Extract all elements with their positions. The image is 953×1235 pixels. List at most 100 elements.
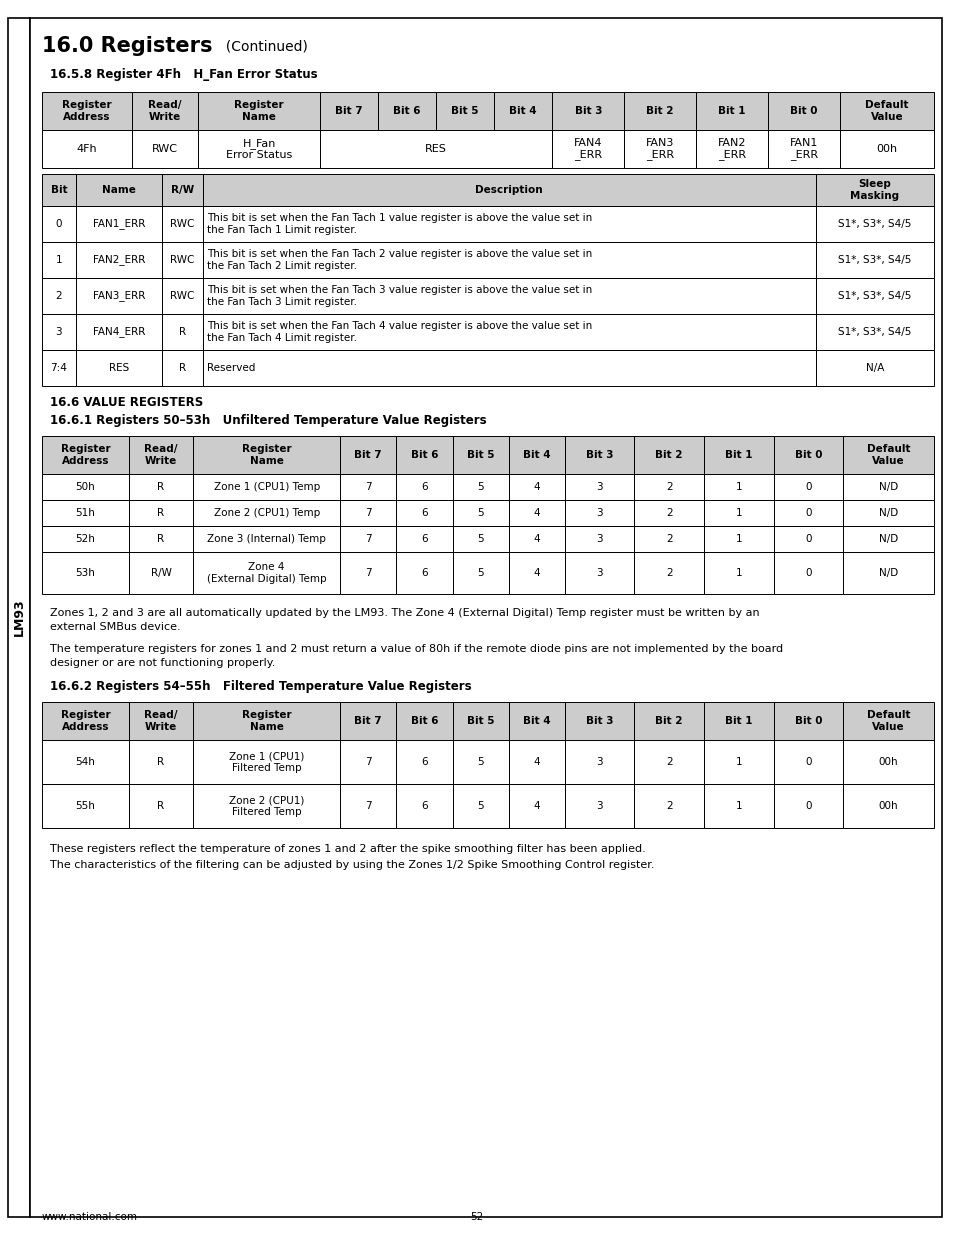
Text: Bit 6: Bit 6 [393, 106, 420, 116]
Bar [129, 701, 193, 740]
Bar [452, 474, 508, 500]
Text: Bit 0: Bit 0 [794, 450, 821, 459]
Bar [193, 552, 340, 594]
Text: Name: Name [102, 185, 136, 195]
Bar [815, 314, 933, 350]
Bar [703, 701, 773, 740]
Bar [377, 91, 436, 130]
Text: RWC: RWC [171, 254, 194, 266]
Text: RES: RES [425, 144, 447, 154]
Bar [634, 526, 703, 552]
Text: 6: 6 [420, 757, 427, 767]
Text: Zones 1, 2 and 3 are all automatically updated by the LM93. The Zone 4 (External: Zones 1, 2 and 3 are all automatically u… [50, 608, 759, 618]
Text: 6: 6 [420, 482, 427, 492]
Bar [839, 91, 933, 130]
Text: Bit 6: Bit 6 [411, 716, 437, 726]
Bar [202, 174, 815, 206]
Text: Zone 3 (Internal) Temp: Zone 3 (Internal) Temp [207, 534, 326, 543]
Text: 4Fh: 4Fh [76, 144, 97, 154]
Bar [42, 174, 75, 206]
Text: Register
Address: Register Address [62, 100, 112, 122]
Bar [773, 500, 842, 526]
Bar [193, 701, 340, 740]
Text: 7: 7 [365, 757, 372, 767]
Bar [42, 436, 129, 474]
Bar [129, 740, 193, 784]
Text: FAN2
_ERR: FAN2 _ERR [717, 138, 745, 161]
Text: Bit 3: Bit 3 [585, 450, 613, 459]
Text: www.national.com: www.national.com [42, 1212, 138, 1221]
Bar [494, 130, 552, 168]
Bar [162, 314, 202, 350]
Text: Register
Name: Register Name [242, 710, 292, 732]
Text: R: R [179, 363, 186, 373]
Bar [773, 436, 842, 474]
Text: 0: 0 [804, 534, 811, 543]
Text: 3: 3 [55, 327, 62, 337]
Bar [129, 500, 193, 526]
Bar [634, 500, 703, 526]
Text: FAN1
_ERR: FAN1 _ERR [789, 138, 818, 161]
Text: N/A: N/A [864, 363, 883, 373]
Text: 1: 1 [735, 568, 741, 578]
Bar [564, 436, 634, 474]
Text: Zone 1 (CPU1) Temp: Zone 1 (CPU1) Temp [213, 482, 319, 492]
Bar [42, 740, 129, 784]
Text: 3: 3 [596, 757, 602, 767]
Text: 2: 2 [55, 291, 62, 301]
Text: N/D: N/D [878, 568, 897, 578]
Bar [162, 350, 202, 387]
Bar [452, 500, 508, 526]
Bar [340, 526, 396, 552]
Text: 1: 1 [735, 508, 741, 517]
Bar [42, 500, 129, 526]
Bar [396, 552, 452, 594]
Bar [494, 91, 552, 130]
Text: Bit: Bit [51, 185, 67, 195]
Text: Description: Description [475, 185, 542, 195]
Text: RWC: RWC [171, 219, 194, 228]
Text: Reserved: Reserved [207, 363, 254, 373]
Bar [815, 206, 933, 242]
Text: 5: 5 [476, 568, 483, 578]
Text: The temperature registers for zones 1 and 2 must return a value of 80h if the re: The temperature registers for zones 1 an… [50, 643, 782, 655]
Bar [42, 350, 75, 387]
Text: 3: 3 [596, 508, 602, 517]
Bar [452, 740, 508, 784]
Text: (Continued): (Continued) [216, 40, 308, 53]
Text: 4: 4 [533, 568, 539, 578]
Text: The characteristics of the filtering can be adjusted by using the Zones 1/2 Spik: The characteristics of the filtering can… [50, 860, 654, 869]
Bar [162, 278, 202, 314]
Bar [508, 526, 564, 552]
Text: Zone 4
(External Digital) Temp: Zone 4 (External Digital) Temp [207, 562, 326, 584]
Bar [842, 500, 933, 526]
Text: 4: 4 [533, 757, 539, 767]
Bar [508, 701, 564, 740]
Text: 5: 5 [476, 757, 483, 767]
Bar [396, 436, 452, 474]
Text: N/D: N/D [878, 534, 897, 543]
Bar [703, 526, 773, 552]
Text: 16.0 Registers: 16.0 Registers [42, 36, 213, 56]
Bar [198, 130, 319, 168]
Text: 54h: 54h [75, 757, 95, 767]
Bar [396, 784, 452, 827]
Bar [42, 130, 132, 168]
Bar [8, 19, 30, 1216]
Text: R: R [179, 327, 186, 337]
Bar [319, 91, 377, 130]
Text: 00h: 00h [878, 757, 898, 767]
Text: Bit 4: Bit 4 [522, 450, 550, 459]
Bar [340, 474, 396, 500]
Text: Read/
Write: Read/ Write [148, 100, 182, 122]
Text: 6: 6 [420, 802, 427, 811]
Bar [42, 242, 75, 278]
Bar [452, 784, 508, 827]
Text: Read/
Write: Read/ Write [144, 710, 177, 732]
Bar [634, 474, 703, 500]
Text: RWC: RWC [171, 291, 194, 301]
Bar [193, 740, 340, 784]
Bar [773, 784, 842, 827]
Bar [436, 130, 494, 168]
Bar [564, 701, 634, 740]
